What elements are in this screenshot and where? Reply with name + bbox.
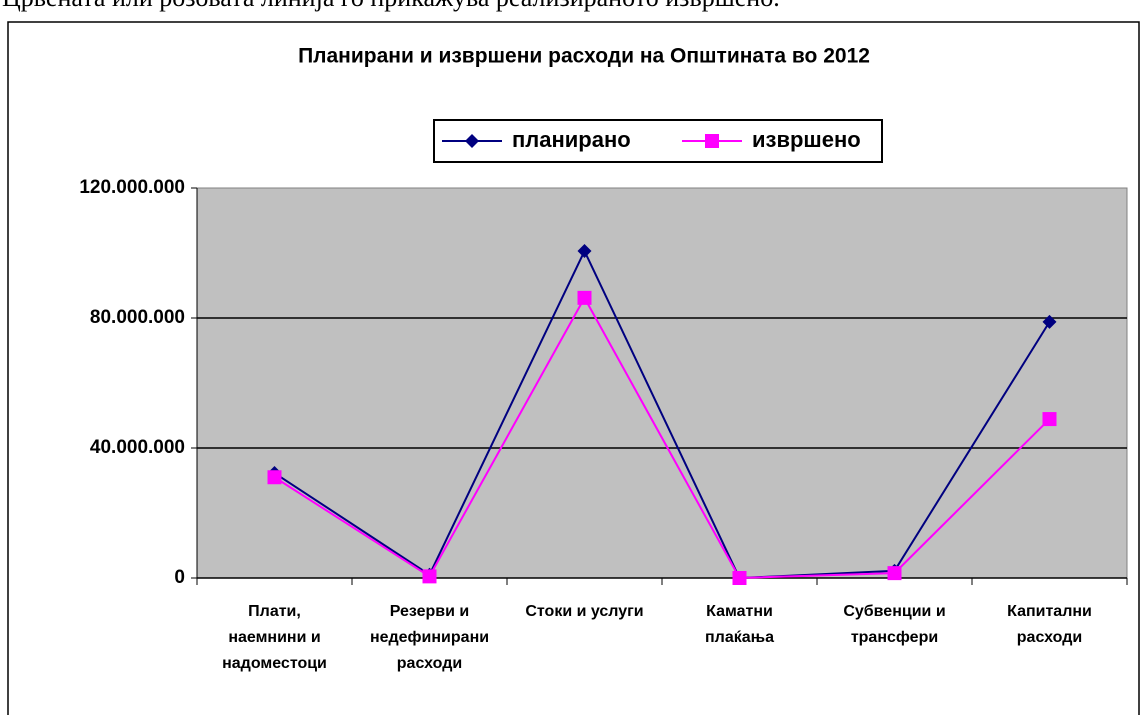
x-tick-label: Каматни плаќања [705,603,774,646]
legend-box [433,119,883,163]
data-point [267,470,282,485]
y-tick-label: 120.000.000 [79,177,185,198]
series-line [273,248,1051,580]
y-tick-label: 40.000.000 [90,437,185,458]
data-point [887,566,902,581]
y-tick-label: 80.000.000 [90,307,185,328]
data-point [577,290,592,305]
x-tick-label: Субвенции и трансфери [843,603,945,646]
y-tick-label: 0 [174,567,185,588]
caption: Црвената или розовата линија го прикажув… [2,0,780,12]
x-tick-label: Капитални расходи [1007,603,1092,646]
data-point [732,571,747,585]
legend-label: извршено [752,127,861,152]
series-line [273,295,1051,580]
x-tick-label: Стоки и услуги [525,603,643,620]
plot-area [196,187,1128,579]
legend-marker [705,134,719,148]
data-point [1042,314,1057,329]
legend-marker [465,134,479,148]
data-point [577,244,592,259]
legend-label: планирано [512,127,631,152]
chart-title: Планирани и извршени расходи на Општинат… [298,45,870,68]
data-point [1042,412,1057,427]
data-point [422,569,437,584]
x-tick-label: Резерви и недефинирани расходи [370,603,489,672]
x-tick-label: Плати, наемнини и надоместоци [222,603,327,672]
